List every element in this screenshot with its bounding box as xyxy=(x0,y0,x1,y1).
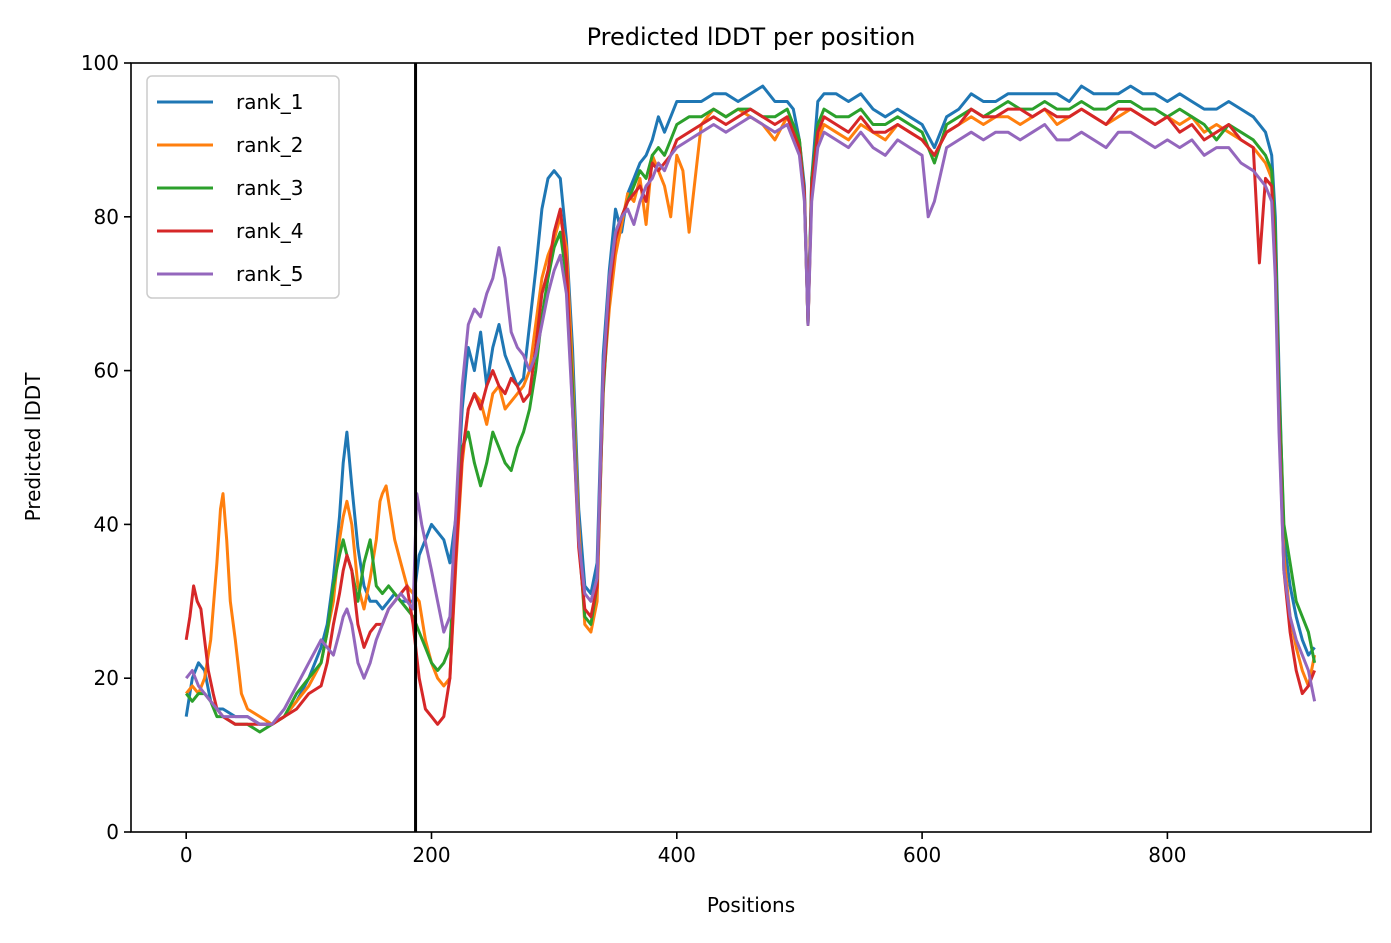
series-line-rank-4 xyxy=(184,107,1316,726)
y-tick-label: 100 xyxy=(81,51,119,75)
series-line-rank-5 xyxy=(185,115,1317,726)
series-line-rank-3 xyxy=(185,100,1317,734)
plot-frame xyxy=(130,62,1372,833)
y-tick-label: 80 xyxy=(94,205,119,229)
legend-label-rank-3: rank_3 xyxy=(236,176,303,200)
y-axis: 0 20 40 60 80 100 xyxy=(81,51,131,844)
x-tick-label: 200 xyxy=(412,843,450,867)
series-layer xyxy=(184,84,1317,734)
legend-label-rank-5: rank_5 xyxy=(236,262,303,286)
y-tick-label: 20 xyxy=(94,666,119,690)
chart-title: Predicted lDDT per position xyxy=(587,23,916,51)
y-axis-title: Predicted lDDT xyxy=(21,372,45,522)
y-tick-label: 60 xyxy=(94,359,119,383)
y-tick-label: 0 xyxy=(106,820,119,844)
x-axis-title: Positions xyxy=(707,893,795,917)
y-tick-label: 40 xyxy=(94,512,119,536)
x-tick-label: 600 xyxy=(903,843,941,867)
x-tick-label: 800 xyxy=(1148,843,1186,867)
legend-box xyxy=(146,75,340,299)
legend-label-rank-2: rank_2 xyxy=(236,133,303,157)
legend-label-rank-1: rank_1 xyxy=(236,90,303,114)
legend-label-rank-4: rank_4 xyxy=(236,219,303,243)
x-tick-label: 0 xyxy=(180,843,193,867)
series-line-rank-1 xyxy=(184,84,1316,726)
x-axis: 0 200 400 600 800 xyxy=(180,832,1186,867)
x-tick-label: 400 xyxy=(658,843,696,867)
legend: rank_1 rank_2 rank_3 rank_4 rank_5 xyxy=(146,75,340,299)
